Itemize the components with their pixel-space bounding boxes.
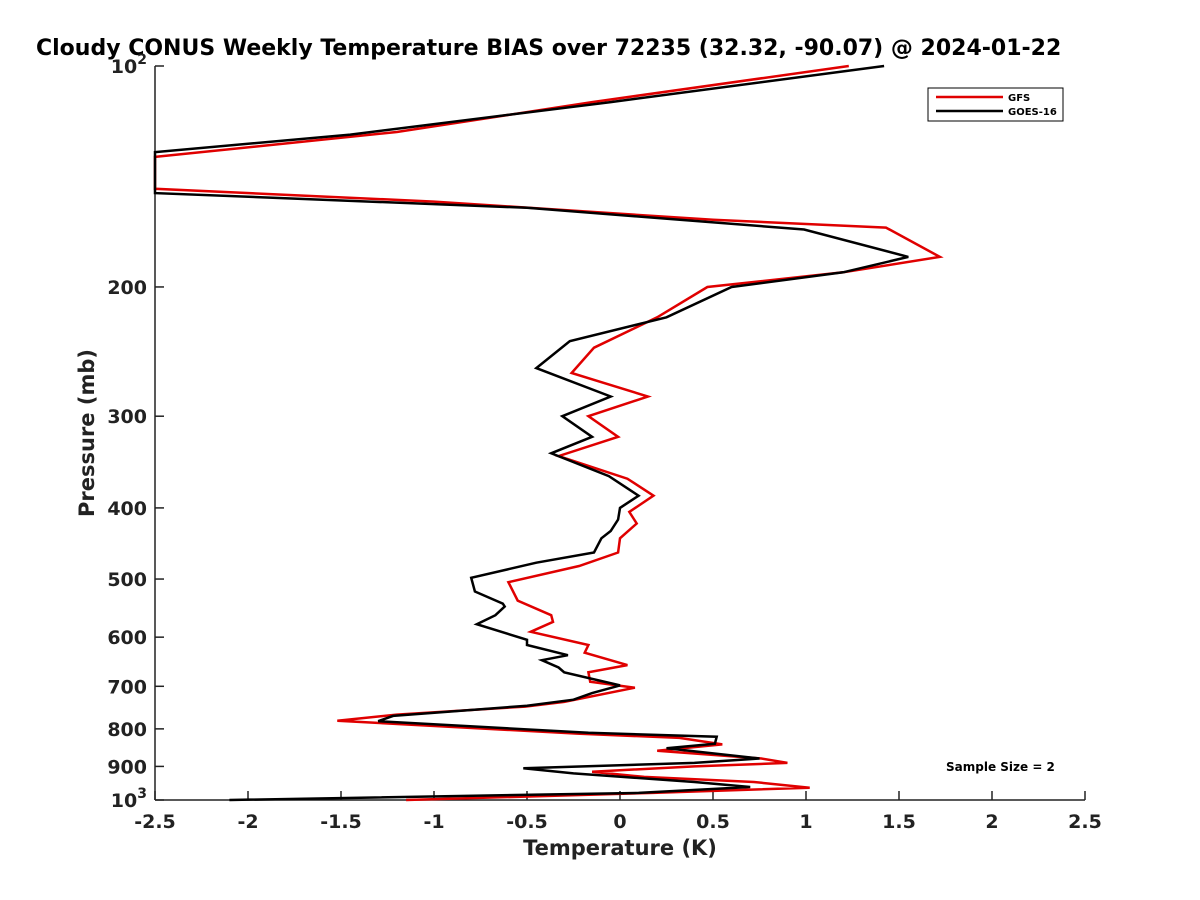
y-tick-label: 102	[111, 52, 147, 78]
legend: GFS GOES-16	[927, 87, 1064, 122]
series-lines	[153, 64, 944, 802]
y-tick-label: 103	[111, 786, 147, 812]
x-tick-label: -1	[423, 811, 444, 833]
x-tick-label: -0.5	[506, 811, 548, 833]
y-tick-label: 400	[107, 498, 147, 520]
sample-size-annotation: Sample Size = 2	[946, 760, 1055, 774]
series-line-gfs	[153, 64, 944, 802]
y-axis-label: Pressure (mb)	[75, 349, 99, 517]
y-ticks: 102 200 300 400 500 600 700 800 900 103	[107, 52, 164, 812]
series-line-goes-16	[153, 64, 909, 802]
x-tick-label: 1.5	[882, 811, 916, 833]
x-tick-label: 2	[985, 811, 998, 833]
x-ticks: -2.5 -2 -1.5 -1 -0.5 0 0.5 1 1.5 2 2.5	[134, 791, 1102, 833]
legend-label-gfs: GFS	[1008, 93, 1030, 104]
y-tick-label: 700	[107, 676, 147, 698]
x-axis-label: Temperature (K)	[523, 836, 717, 860]
y-tick-label: 600	[107, 627, 147, 649]
x-tick-label: 0	[613, 811, 626, 833]
x-tick-label: -2	[237, 811, 258, 833]
y-tick-label: 800	[107, 719, 147, 741]
x-tick-label: -1.5	[320, 811, 362, 833]
chart-title: Cloudy CONUS Weekly Temperature BIAS ove…	[36, 36, 1061, 61]
y-tick-label: 300	[107, 406, 147, 428]
legend-label-goes-16: GOES-16	[1008, 107, 1057, 118]
x-tick-label: 2.5	[1068, 811, 1102, 833]
y-tick-label: 900	[107, 756, 147, 778]
x-tick-label: -2.5	[134, 811, 176, 833]
x-tick-label: 1	[799, 811, 812, 833]
legend-box	[927, 87, 1064, 122]
y-tick-label: 200	[107, 277, 147, 299]
y-tick-label: 500	[107, 569, 147, 591]
x-tick-label: 0.5	[696, 811, 730, 833]
